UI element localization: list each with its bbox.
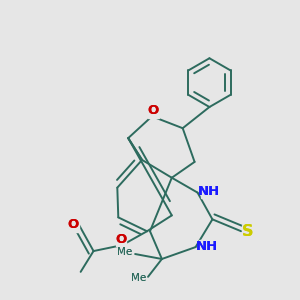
Text: S: S	[242, 224, 254, 239]
Text: NH: NH	[196, 240, 218, 253]
Bar	[148, 104, 159, 118]
Bar	[201, 185, 217, 198]
Text: NH: NH	[198, 185, 220, 198]
Text: Me: Me	[131, 273, 146, 283]
Text: S: S	[242, 224, 254, 239]
Text: O: O	[115, 233, 126, 246]
Bar	[68, 218, 79, 232]
Text: NH: NH	[196, 240, 218, 253]
Text: Me: Me	[131, 273, 146, 283]
Text: O: O	[68, 218, 79, 231]
Bar	[199, 239, 215, 253]
Bar	[116, 233, 126, 246]
Bar	[242, 225, 253, 238]
Text: O: O	[148, 104, 159, 118]
Text: NH: NH	[198, 185, 220, 198]
Text: Me: Me	[117, 247, 132, 257]
Text: O: O	[68, 218, 79, 231]
Text: Me: Me	[117, 247, 132, 257]
Text: O: O	[148, 104, 159, 118]
Text: O: O	[115, 233, 126, 246]
